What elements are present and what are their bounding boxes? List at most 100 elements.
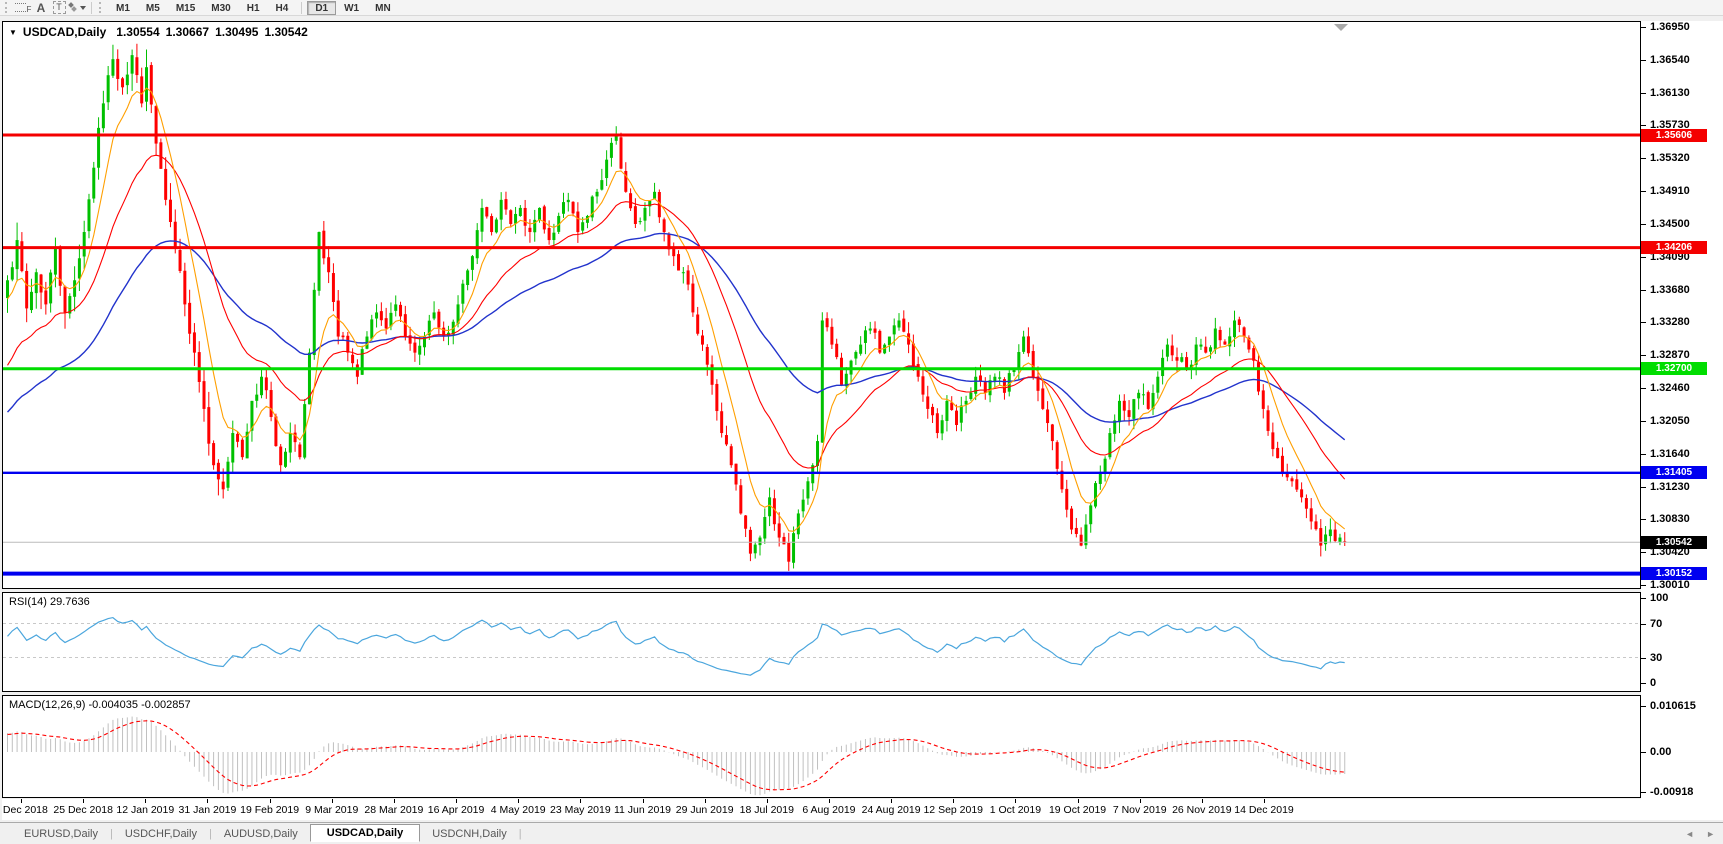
timeframe-button-w1[interactable]: W1: [344, 2, 360, 14]
price-axis-tick: [1641, 27, 1646, 28]
date-axis-tick: [1015, 799, 1017, 803]
price-axis-tick: [1641, 125, 1646, 127]
price-axis-tick: [1641, 256, 1646, 258]
symbol-tab-audusd[interactable]: AUDUSD,Daily: [223, 827, 298, 840]
timeframe-button-h4[interactable]: H4: [275, 2, 289, 14]
date-axis-label: 23 May 2019: [549, 804, 611, 816]
rsi-axis-label: 100: [1650, 592, 1669, 604]
date-axis-tick: [704, 799, 706, 803]
price-axis-tick: [1641, 158, 1646, 160]
symbol-tab-usdchf[interactable]: USDCHF,Daily: [124, 827, 197, 840]
date-axis-label: 31 Jan 2019: [178, 804, 237, 816]
macd-signal-value: -0.002857: [141, 699, 191, 711]
level-price-label: 1.32700: [1641, 362, 1707, 376]
level-price-label: 1.35606: [1641, 128, 1707, 142]
text-label-letter: T: [52, 1, 66, 14]
scroll-right-icon[interactable]: ►: [1706, 828, 1715, 839]
chart-title: ▼ USDCAD,Daily 1.30554 1.30667 1.30495 1…: [9, 25, 314, 39]
rsi-axis-label: 30: [1650, 651, 1663, 664]
date-axis-label: 24 Aug 2019: [861, 804, 921, 816]
price-axis-label: 1.35320: [1650, 152, 1690, 165]
date-axis-label: 1 Oct 2019: [989, 804, 1042, 816]
date-axis-tick: [145, 799, 147, 803]
price-axis-tick: [1641, 59, 1646, 61]
macd-axis-tick: [1641, 791, 1646, 793]
symbol-tab-usdcad[interactable]: USDCAD,Daily: [309, 823, 421, 842]
symbol-tab-usdcnh[interactable]: USDCNH,Daily: [432, 827, 507, 840]
timeframe-button-m5[interactable]: M5: [145, 2, 160, 14]
date-axis-tick: [1077, 799, 1079, 803]
price-axis-tick: [1641, 486, 1646, 488]
level-price-label: 1.31405: [1641, 466, 1707, 480]
date-axis-label: 4 May 2019: [490, 804, 546, 816]
level-price-label: 1.34206: [1641, 241, 1707, 255]
price-axis-label: 1.33280: [1650, 316, 1690, 329]
timeframe-button-m1[interactable]: M1: [116, 2, 130, 14]
date-axis-tick: [1264, 799, 1265, 803]
rsi-axis-label: 0: [1650, 677, 1657, 689]
rsi-axis-tick: [1641, 598, 1646, 599]
rsi-plot: [3, 616, 1640, 676]
macd-signal-line: [7, 720, 1345, 791]
timeframe-button-d1[interactable]: D1: [307, 0, 337, 15]
timeframe-buttons-group: M1 M5 M15 M30 H1 H4 D1 W1 MN: [108, 0, 399, 15]
text-label-icon[interactable]: T: [50, 1, 68, 15]
date-axis-tick: [953, 799, 955, 803]
timeframe-button-mn[interactable]: MN: [375, 2, 391, 14]
price-axis-tick: [1641, 420, 1646, 422]
arrow-shape-glyph: [70, 6, 77, 12]
date-axis-label: 6 Dec 2018: [0, 804, 48, 816]
slow-ma-line: [6, 232, 1346, 441]
macd-plot: [7, 716, 1346, 796]
price-axis-label: 1.35730: [1650, 119, 1690, 132]
toolbar-drag-handle[interactable]: [99, 2, 104, 13]
date-axis-tick: [21, 799, 22, 803]
dropdown-caret-icon: [79, 5, 86, 10]
price-axis-tick: [1641, 519, 1646, 521]
date-axis-label: 25 Dec 2018: [53, 804, 113, 816]
text-icon[interactable]: A: [32, 1, 50, 15]
macd-axis-label: 0.00: [1650, 746, 1672, 758]
price-axis-tick: [1641, 585, 1646, 586]
date-axis-label: 12 Jan 2019: [116, 804, 175, 816]
chart-menu-dropdown-icon[interactable]: ▼: [9, 27, 17, 37]
date-axis-tick: [1201, 799, 1203, 803]
toolbar-drag-handle[interactable]: [5, 2, 10, 13]
tab-separator: |: [109, 827, 113, 840]
level-price-label: 1.30152: [1641, 567, 1707, 581]
price-axis-tick: [1641, 322, 1646, 324]
price-axis-tick: [1641, 453, 1646, 455]
rsi-current-value: 29.7636: [49, 596, 90, 608]
timeframe-button-h1[interactable]: H1: [246, 2, 260, 14]
arrows-dropdown-icon[interactable]: [67, 1, 86, 15]
date-axis-tick: [331, 799, 333, 803]
price-axis-label: 1.32460: [1650, 382, 1690, 394]
macd-axis-label: -0.00918: [1650, 785, 1694, 798]
date-axis-label: 12 Sep 2019: [923, 804, 984, 816]
timeframe-button-m15[interactable]: M15: [175, 2, 196, 14]
price-axis-label: 1.32870: [1650, 349, 1690, 362]
scroll-left-icon[interactable]: ◄: [1685, 828, 1695, 839]
rsi-line: [7, 616, 1345, 676]
date-axis-label: 19 Oct 2019: [1048, 804, 1107, 816]
timeframe-button-m30[interactable]: M30: [211, 2, 231, 14]
date-axis-tick: [207, 799, 209, 803]
macd-histogram: [7, 716, 1346, 796]
date-axis-label: 26 Nov 2019: [1172, 804, 1232, 816]
date-axis-label: 6 Aug 2019: [802, 804, 856, 816]
macd-axis-tick: [1641, 752, 1646, 753]
close-price-value: 1.30542: [264, 25, 308, 39]
symbol-tab-eurusd[interactable]: EURUSD,Daily: [24, 827, 98, 840]
date-axis-label: 14 Dec 2019: [1234, 804, 1294, 816]
price-axis-label: 1.34910: [1650, 185, 1690, 198]
date-axis-label: 29 Jun 2019: [675, 804, 734, 816]
price-chart-panel: ▼ USDCAD,Daily 1.30554 1.30667 1.30495 1…: [2, 21, 1641, 589]
date-axis-label: 16 Apr 2019: [427, 804, 485, 816]
fibonacci-icon[interactable]: F: [14, 1, 32, 15]
date-axis-label: 18 Jul 2019: [739, 804, 794, 816]
price-axis-label: 1.36950: [1650, 21, 1690, 33]
price-axis-label: 1.30420: [1650, 546, 1690, 559]
macd-label: MACD(12,26,9) -0.004035 -0.002857: [9, 699, 191, 711]
chart-shift-marker[interactable]: [1334, 24, 1348, 31]
